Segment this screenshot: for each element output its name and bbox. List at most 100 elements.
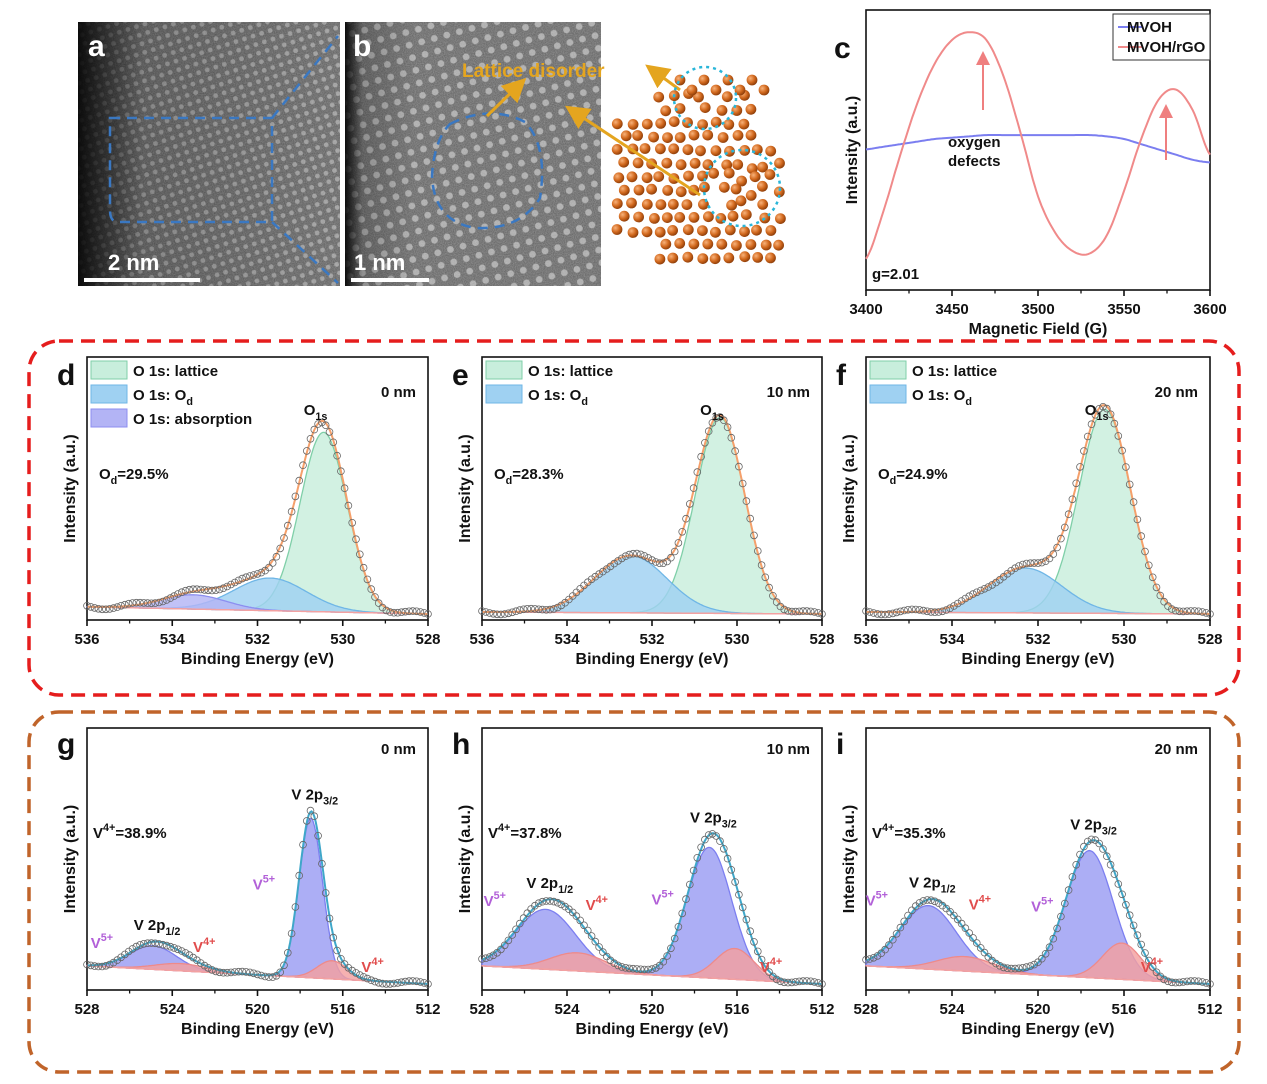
- raw-data-point: [515, 606, 524, 614]
- atom: [655, 118, 667, 129]
- v4-label-2p32-script: 4+: [770, 956, 782, 968]
- atom: [735, 195, 747, 207]
- legend-label: O 1s: lattice: [912, 363, 997, 380]
- raw-data-point: [261, 972, 269, 981]
- raw-data-point: [412, 977, 421, 986]
- x-tick-label: 520: [245, 1001, 270, 1018]
- raw-data-point: [481, 608, 490, 616]
- atom: [661, 157, 673, 169]
- raw-data-point: [716, 413, 724, 421]
- atom: [746, 74, 758, 86]
- raw-data-point: [617, 963, 626, 971]
- raw-data-point: [769, 591, 777, 600]
- raw-data-point: [633, 549, 641, 558]
- v4-label-2p12: V4+: [193, 936, 215, 956]
- raw-data-point: [723, 854, 732, 863]
- atom: [708, 167, 719, 179]
- atom: [611, 144, 623, 155]
- atom: [655, 143, 666, 155]
- raw-data-point: [1034, 559, 1042, 567]
- raw-data-point: [685, 500, 694, 508]
- raw-data-point: [363, 974, 372, 983]
- atom: [710, 145, 722, 157]
- raw-data-point: [640, 965, 649, 974]
- raw-data-point: [310, 425, 319, 434]
- raw-data-point: [1083, 837, 1092, 846]
- atom: [618, 210, 630, 222]
- raw-data-point: [738, 903, 747, 912]
- raw-data-point: [651, 964, 660, 972]
- raw-data-point: [546, 605, 554, 614]
- legend-box: [1112, 13, 1211, 61]
- raw-data-point: [553, 898, 562, 907]
- panel-letter-g: g: [57, 728, 75, 761]
- raw-data-point: [408, 607, 417, 615]
- raw-data-point: [200, 961, 209, 970]
- raw-data-point: [1022, 559, 1031, 568]
- raw-data-point: [708, 830, 717, 838]
- od-ratio-label: Od=24.9%: [878, 466, 948, 487]
- atom: [752, 252, 764, 263]
- raw-data-point: [1061, 523, 1069, 532]
- atom: [710, 226, 721, 238]
- chart-v2p-10nm: 528 524 520 516 512 Binding Energy (eV) Intens…: [452, 727, 835, 1038]
- atom: [675, 159, 687, 171]
- raw-data-point: [892, 929, 901, 938]
- atom: [611, 224, 623, 235]
- y-axis-label: Intensity (a.u.): [62, 434, 79, 542]
- raw-data-point: [497, 610, 505, 619]
- raw-data-point: [750, 531, 758, 540]
- atom: [633, 211, 644, 223]
- atom: [653, 171, 665, 183]
- raw-data-point: [287, 507, 296, 516]
- raw-data-point: [1125, 911, 1134, 919]
- atom: [674, 238, 686, 249]
- raw-data-point: [378, 603, 387, 612]
- peak-label-2p12-script: 1/2: [941, 883, 956, 895]
- raw-data-point: [166, 942, 175, 951]
- raw-data-point: [538, 605, 547, 614]
- raw-data-point: [249, 969, 258, 978]
- raw-data-point: [208, 966, 216, 974]
- atom: [682, 144, 694, 156]
- raw-data-point: [803, 607, 811, 615]
- raw-data-point: [869, 609, 878, 617]
- raw-data-point: [295, 871, 304, 880]
- raw-data-point: [283, 948, 292, 957]
- v5-label-2p12-script: 5+: [876, 889, 888, 901]
- raw-data-point: [930, 608, 939, 616]
- raw-data-point: [961, 924, 970, 932]
- raw-data-point: [930, 897, 939, 906]
- raw-data-point: [1015, 964, 1023, 973]
- raw-data-point: [873, 610, 882, 618]
- v5-label-2p12: V5+: [866, 889, 888, 909]
- raw-data-point: [877, 610, 886, 619]
- raw-data-point: [1095, 404, 1103, 413]
- y-axis-label: Intensity (a.u.): [457, 434, 474, 542]
- legend-swatch: [869, 360, 907, 380]
- raw-data-point: [1175, 978, 1184, 987]
- raw-data-point: [1099, 402, 1107, 411]
- raw-data-point: [1106, 410, 1115, 419]
- atom: [674, 103, 686, 114]
- legend-label: O 1s: absorption: [133, 411, 252, 428]
- raw-data-point: [746, 514, 754, 523]
- raw-data-point: [234, 967, 243, 976]
- x-tick-label: 528: [74, 1001, 99, 1018]
- atom: [620, 130, 632, 142]
- raw-data-point: [795, 977, 804, 986]
- atom: [611, 118, 623, 130]
- atom: [723, 252, 735, 264]
- raw-data-point: [246, 968, 254, 977]
- raw-data-point: [765, 583, 773, 592]
- x-tick-label: 534: [160, 631, 186, 648]
- raw-data-point: [1087, 835, 1096, 844]
- raw-data-point: [938, 607, 947, 616]
- raw-data-point: [888, 935, 897, 944]
- x-tick-label: 534: [939, 631, 965, 648]
- raw-data-point: [113, 603, 122, 611]
- raw-data-point: [682, 514, 690, 523]
- raw-data-point: [927, 896, 935, 904]
- raw-data-point: [280, 961, 288, 970]
- v5-label-2p32-script: 5+: [661, 889, 673, 901]
